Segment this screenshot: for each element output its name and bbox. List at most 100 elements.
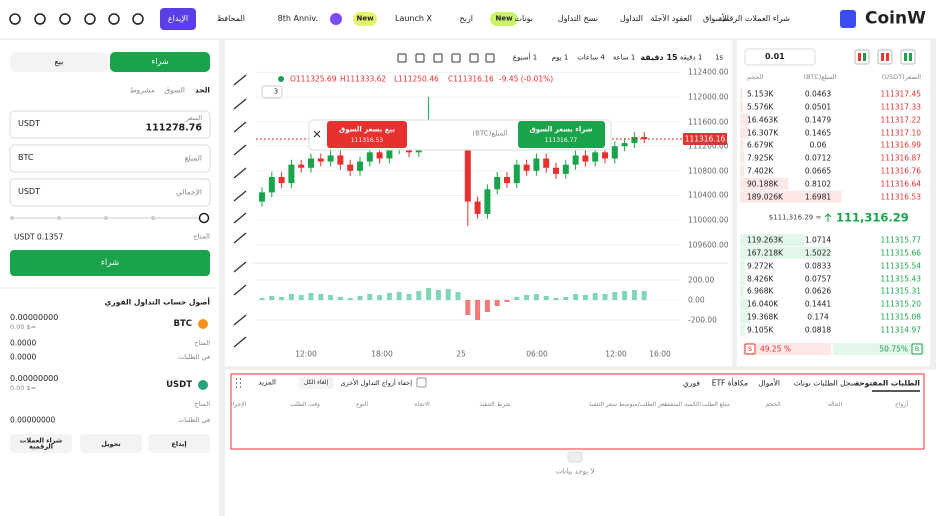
tick-select[interactable] xyxy=(744,48,816,66)
sell-market-button[interactable] xyxy=(327,121,407,148)
buy-tab[interactable] xyxy=(110,52,210,72)
buy-button-text[interactable]: شراء xyxy=(100,257,120,268)
column-header: الإجراء xyxy=(229,401,247,408)
macd-bar xyxy=(435,290,441,300)
hide-others-text[interactable]: إخفاء أزواج التداول الأخرى xyxy=(340,378,412,387)
interval[interactable]: 1 يوم xyxy=(551,53,569,62)
drawing-tool[interactable] xyxy=(233,98,247,110)
buy-market-button[interactable] xyxy=(518,121,605,148)
header-icon[interactable] xyxy=(108,13,120,25)
nav-item[interactable]: العقود الآجلة xyxy=(650,14,692,23)
sell-tab-text[interactable]: بيع xyxy=(54,57,64,66)
buy-market-text[interactable]: شراء بسعر السوق xyxy=(529,125,593,134)
new-badge-text: New xyxy=(356,14,374,23)
book-header: المبلغ(BTC) xyxy=(803,72,837,81)
buy-tab-text[interactable]: شراء xyxy=(151,57,169,66)
candle-body xyxy=(268,176,275,193)
live-dot xyxy=(278,76,284,82)
asset-action-text[interactable]: إيداع xyxy=(171,439,187,448)
interval[interactable]: 1 دقيقة xyxy=(679,53,703,62)
empty-state: لا يوجد بيانات xyxy=(555,467,595,476)
cancel-all-text[interactable]: إلغاء الكل xyxy=(303,379,329,386)
interval[interactable]: 4 ساعات xyxy=(577,53,605,62)
interval[interactable]: 1 أسبوع xyxy=(512,53,538,62)
toolbar-icon[interactable] xyxy=(433,53,443,63)
deposit-button-text[interactable]: الإيداع xyxy=(167,14,189,23)
indicator-toggle[interactable] xyxy=(261,85,283,99)
x-tick-label: 06:00 xyxy=(526,349,548,359)
candle-body xyxy=(533,158,540,171)
sell-market-text[interactable]: بيع بسعر السوق xyxy=(339,125,395,134)
orders-tab[interactable]: الأموال xyxy=(758,378,780,388)
header-icon[interactable] xyxy=(9,13,21,25)
drawing-tool[interactable] xyxy=(233,261,247,273)
drawing-tool[interactable] xyxy=(233,144,247,156)
header-icon[interactable] xyxy=(132,13,144,25)
interval[interactable]: 1 ساعة xyxy=(612,53,636,62)
drawing-tool[interactable] xyxy=(233,284,247,296)
close-icon[interactable] xyxy=(313,130,321,138)
drawing-tool[interactable] xyxy=(233,232,247,244)
price-field[interactable] xyxy=(9,110,211,139)
ohlc-change: -9.45 (-0.01%) xyxy=(499,74,554,84)
order-type[interactable]: السوق xyxy=(164,85,185,95)
x-tick-label: 12:00 xyxy=(605,349,627,359)
order-type[interactable]: مشروط xyxy=(129,85,155,95)
header-icon[interactable] xyxy=(59,13,71,25)
drawing-tool[interactable] xyxy=(233,336,247,348)
orders-tab[interactable]: مكافأة ETF xyxy=(711,378,748,388)
nav-item[interactable]: نسخ التداول xyxy=(557,14,598,23)
nav-item[interactable]: 8th Anniv. xyxy=(277,14,318,23)
slider-handle[interactable] xyxy=(198,212,210,224)
interval[interactable]: 15 دقيقة xyxy=(640,53,678,62)
asset-action[interactable] xyxy=(80,434,142,453)
toolbar-icon[interactable] xyxy=(397,53,407,63)
toolbar-icon[interactable] xyxy=(485,53,495,63)
orders-tab[interactable]: الطلبات المفتوحة xyxy=(854,378,920,388)
book-amount: 0.0757 xyxy=(804,273,832,283)
asset-action[interactable] xyxy=(148,434,210,453)
buy-button[interactable] xyxy=(10,250,210,276)
header-icon[interactable] xyxy=(34,13,46,25)
column-header: النوع xyxy=(356,401,368,408)
logo: CoinW xyxy=(865,8,926,29)
nav-item[interactable]: بونات xyxy=(514,14,533,23)
amount-field[interactable] xyxy=(9,144,211,173)
asset-action-text[interactable]: تحويل xyxy=(101,439,121,448)
available-value: 0.0000 xyxy=(10,338,37,348)
amount-input[interactable]: المبلغ(BTC) xyxy=(472,129,508,138)
total-field[interactable] xyxy=(9,178,211,207)
nav-item[interactable]: اربح xyxy=(459,14,473,23)
nav-item[interactable]: Launch X xyxy=(395,14,432,23)
asset-action-text[interactable]: شراء العملات الرقمية xyxy=(19,436,63,451)
nav-item[interactable]: شراء العملات الرقمية xyxy=(718,14,790,23)
drawing-tool[interactable] xyxy=(233,314,247,326)
more-tab[interactable]: المزيد xyxy=(258,378,276,387)
deposit-button[interactable] xyxy=(160,8,196,30)
sell-tab[interactable] xyxy=(10,52,108,72)
tick-size[interactable]: 0.01 xyxy=(765,52,785,61)
book-price: 111316.99 xyxy=(880,140,921,150)
macd-bar xyxy=(592,293,598,300)
nav-item[interactable]: التداول xyxy=(619,14,643,23)
interval[interactable]: 1s xyxy=(714,53,724,62)
cancel-all-button[interactable] xyxy=(299,377,334,389)
order-type[interactable]: الحد xyxy=(194,85,210,95)
nav-item[interactable]: المحافظ xyxy=(216,14,245,23)
orders-tab[interactable]: بونات xyxy=(793,378,811,388)
drawing-tool[interactable] xyxy=(233,74,247,86)
drawing-tool[interactable] xyxy=(233,190,247,202)
toolbar-icon[interactable] xyxy=(451,53,461,63)
drawing-tool[interactable] xyxy=(233,212,247,224)
header-icon[interactable] xyxy=(84,13,96,25)
orders-tab[interactable]: فوري xyxy=(683,378,700,388)
nav-item[interactable]: الأسواق xyxy=(702,14,729,23)
toolbar-icon[interactable] xyxy=(469,53,479,63)
hide-checkbox[interactable] xyxy=(416,377,427,388)
drawing-tool[interactable] xyxy=(233,167,247,179)
asset-action[interactable] xyxy=(10,434,72,453)
orders-tab[interactable]: سجل الطلبات xyxy=(813,378,857,388)
toolbar-icon[interactable] xyxy=(415,53,425,63)
drawing-tool[interactable] xyxy=(233,121,247,133)
macd-bar xyxy=(622,291,628,300)
